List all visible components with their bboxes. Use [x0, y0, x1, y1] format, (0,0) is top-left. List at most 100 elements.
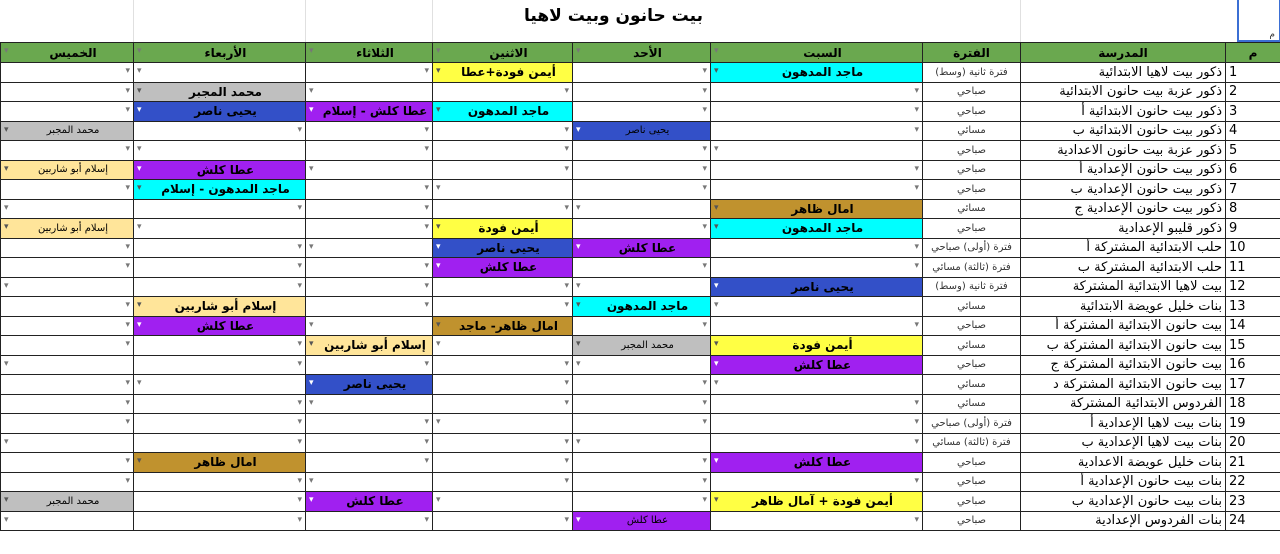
cell-sun[interactable]: ▾ يحيى ناصر — [572, 120, 711, 141]
dropdown-arrow-icon[interactable]: ▾ — [564, 202, 569, 213]
cell[interactable] — [1020, 0, 1238, 42]
dropdown-arrow-icon[interactable]: ▾ — [424, 144, 429, 154]
dropdown-arrow-icon[interactable]: ▾ — [424, 456, 429, 466]
filter-dropdown-icon[interactable]: ▾ — [576, 46, 581, 56]
dropdown-arrow-icon[interactable]: ▾ — [4, 514, 9, 525]
header-num[interactable]: م — [1225, 42, 1280, 63]
cell-row-number[interactable]: 5 — [1225, 140, 1280, 161]
cell-school[interactable]: حلب الابتدائية المشتركة ب — [1020, 257, 1226, 278]
cell-wed[interactable]: ▾ عطا كلش — [133, 159, 306, 180]
dropdown-arrow-icon[interactable]: ▾ — [914, 397, 919, 408]
cell-row-number[interactable]: 24 — [1225, 510, 1280, 531]
cell-sun[interactable]: ▾ عطا كلش — [572, 510, 711, 531]
cell-mon[interactable]: ▾ — [432, 276, 573, 297]
header-thu[interactable]: ▾ الخميس — [0, 42, 134, 63]
dropdown-arrow-icon[interactable]: ▾ — [714, 358, 719, 369]
dropdown-arrow-icon[interactable]: ▾ — [564, 475, 569, 486]
dropdown-arrow-icon[interactable]: ▾ — [914, 417, 919, 427]
cell[interactable] — [305, 0, 433, 42]
dropdown-arrow-icon[interactable]: ▾ — [714, 202, 719, 213]
dropdown-arrow-icon[interactable]: ▾ — [297, 417, 302, 427]
dropdown-arrow-icon[interactable]: ▾ — [714, 222, 719, 232]
dropdown-arrow-icon[interactable]: ▾ — [436, 66, 441, 76]
dropdown-arrow-icon[interactable]: ▾ — [436, 495, 441, 505]
cell-mon[interactable]: ▾ — [432, 81, 573, 102]
cell-wed[interactable]: ▾ — [133, 354, 306, 375]
dropdown-arrow-icon[interactable]: ▾ — [125, 183, 130, 193]
dropdown-arrow-icon[interactable]: ▾ — [714, 339, 719, 349]
header-wed[interactable]: ▾ الأربعاء — [133, 42, 306, 63]
cell-thu[interactable]: ▾ — [0, 198, 134, 219]
header-school[interactable]: المدرسة — [1020, 42, 1226, 63]
dropdown-arrow-icon[interactable]: ▾ — [914, 436, 919, 447]
dropdown-arrow-icon[interactable]: ▾ — [297, 495, 302, 505]
cell-school[interactable]: بيت حانون الابتدائية المشتركة ج — [1020, 354, 1226, 375]
dropdown-arrow-icon[interactable]: ▾ — [309, 475, 314, 486]
cell-period[interactable]: فترة (ثالثة) مسائي — [922, 432, 1021, 453]
cell-row-number[interactable]: 19 — [1225, 413, 1280, 434]
cell-mon[interactable]: ▾ — [432, 179, 573, 200]
dropdown-arrow-icon[interactable]: ▾ — [309, 397, 314, 408]
cell-period[interactable]: صباحي — [922, 491, 1021, 512]
cell-sat[interactable]: ▾ — [710, 81, 923, 102]
cell-school[interactable]: ذكور بيت لاهيا الابتدائية — [1020, 62, 1226, 83]
dropdown-arrow-icon[interactable]: ▾ — [424, 300, 429, 310]
dropdown-arrow-icon[interactable]: ▾ — [4, 222, 9, 232]
cell-period[interactable]: صباحي — [922, 315, 1021, 336]
cell-wed[interactable]: ▾ محمد المجبر — [133, 81, 306, 102]
cell-mon[interactable]: ▾ أيمن فودة+عطا — [432, 62, 573, 83]
cell-period[interactable]: صباحي — [922, 510, 1021, 531]
dropdown-arrow-icon[interactable]: ▾ — [125, 475, 130, 486]
dropdown-arrow-icon[interactable]: ▾ — [576, 300, 581, 310]
dropdown-arrow-icon[interactable]: ▾ — [914, 475, 919, 486]
cell-period[interactable]: فترة ثانية (وسط) — [922, 62, 1021, 83]
dropdown-arrow-icon[interactable]: ▾ — [125, 261, 130, 271]
dropdown-arrow-icon[interactable]: ▾ — [714, 378, 719, 388]
cell-mon[interactable]: ▾ — [432, 374, 573, 395]
dropdown-arrow-icon[interactable]: ▾ — [125, 105, 130, 115]
cell-sun[interactable]: ▾ — [572, 159, 711, 180]
cell-sat[interactable]: ▾ أيمن فودة — [710, 335, 923, 356]
cell-sun[interactable]: ▾ — [572, 491, 711, 512]
cell-thu[interactable]: ▾ محمد المجبر — [0, 491, 134, 512]
cell-row-number[interactable]: 21 — [1225, 452, 1280, 473]
cell-sun[interactable]: ▾ عطا كلش — [572, 237, 711, 258]
cell-tue[interactable]: ▾ — [305, 296, 433, 317]
cell-row-number[interactable]: 2 — [1225, 81, 1280, 102]
cell-row-number[interactable]: 17 — [1225, 374, 1280, 395]
cell-period[interactable]: فترة (أولى) صباحي — [922, 413, 1021, 434]
cell-school[interactable]: بيت حانون الابتدائية المشتركة ب — [1020, 335, 1226, 356]
header-sun[interactable]: ▾ الأحد — [572, 42, 711, 63]
dropdown-arrow-icon[interactable]: ▾ — [702, 261, 707, 271]
dropdown-arrow-icon[interactable]: ▾ — [137, 183, 142, 193]
cell-thu[interactable]: ▾ — [0, 354, 134, 375]
dropdown-arrow-icon[interactable]: ▾ — [702, 105, 707, 115]
cell-sat[interactable]: ▾ — [710, 257, 923, 278]
dropdown-arrow-icon[interactable]: ▾ — [297, 475, 302, 486]
cell-period[interactable]: صباحي — [922, 452, 1021, 473]
cell-sun[interactable]: ▾ — [572, 81, 711, 102]
dropdown-arrow-icon[interactable]: ▾ — [702, 222, 707, 232]
cell-row-number[interactable]: 15 — [1225, 335, 1280, 356]
cell-mon[interactable]: ▾ عطا كلش — [432, 257, 573, 278]
cell-period[interactable]: فترة ثانية (وسط) — [922, 276, 1021, 297]
cell-sat[interactable]: ▾ عطا كلش — [710, 354, 923, 375]
cell-tue[interactable]: ▾ — [305, 198, 433, 219]
dropdown-arrow-icon[interactable]: ▾ — [714, 456, 719, 466]
dropdown-arrow-icon[interactable]: ▾ — [424, 280, 429, 291]
dropdown-arrow-icon[interactable]: ▾ — [702, 495, 707, 505]
cell-wed[interactable]: ▾ — [133, 335, 306, 356]
dropdown-arrow-icon[interactable]: ▾ — [436, 105, 441, 115]
cell-school[interactable]: ذكور عزبة بيت حانون الاعدادية — [1020, 140, 1226, 161]
cell-thu[interactable]: ▾ — [0, 140, 134, 161]
cell-row-number[interactable]: 18 — [1225, 393, 1280, 414]
dropdown-arrow-icon[interactable]: ▾ — [914, 124, 919, 135]
dropdown-arrow-icon[interactable]: ▾ — [309, 85, 314, 96]
cell-wed[interactable]: ▾ ماجد المدهون - إسلام — [133, 179, 306, 200]
cell-row-number[interactable]: 7 — [1225, 179, 1280, 200]
cell-thu[interactable]: ▾ محمد المجبر — [0, 120, 134, 141]
cell-school[interactable]: بنات خليل عويضة الابتدائية — [1020, 296, 1226, 317]
dropdown-arrow-icon[interactable]: ▾ — [436, 261, 441, 271]
cell-mon[interactable]: ▾ — [432, 393, 573, 414]
cell-thu[interactable]: ▾ — [0, 335, 134, 356]
